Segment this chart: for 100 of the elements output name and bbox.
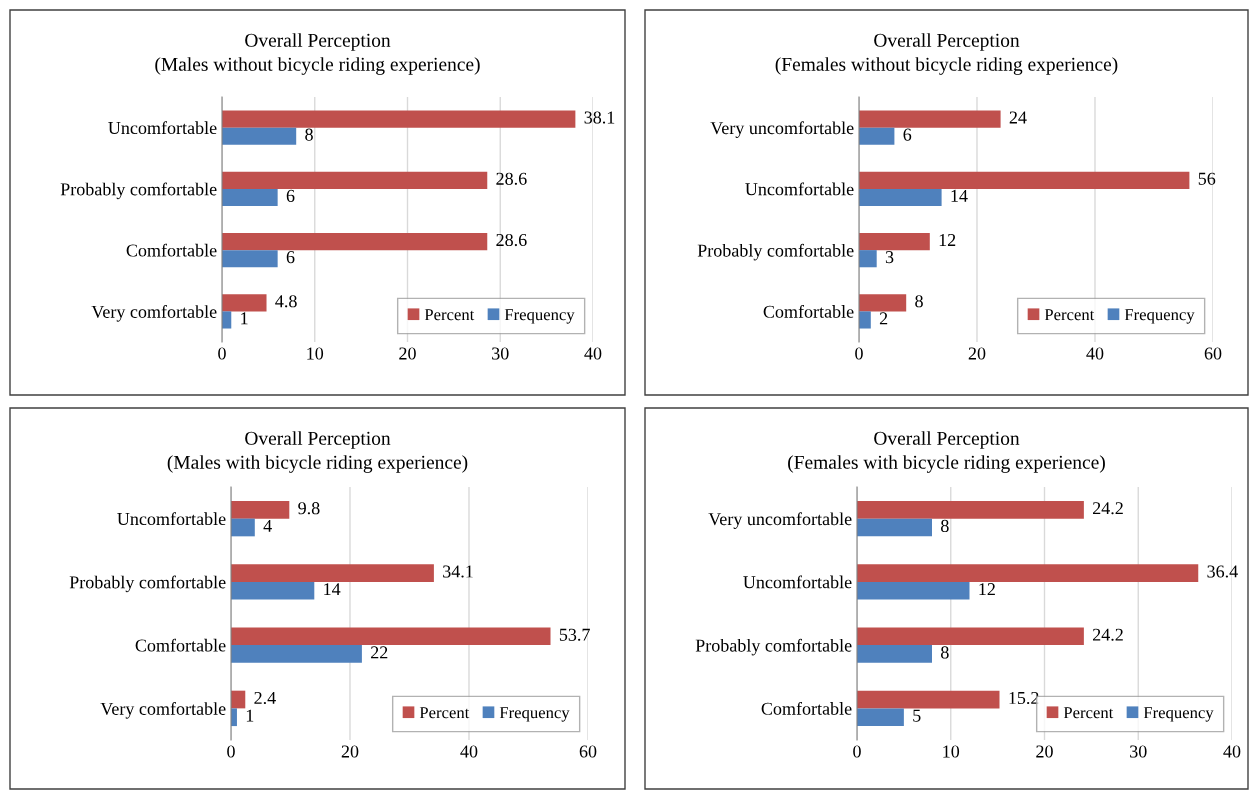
x-tick-label: 30 [492, 347, 509, 360]
chart-title: Overall Perception [245, 431, 391, 449]
data-label: 8 [305, 128, 313, 141]
y-tick-label: Uncomfortable [117, 512, 226, 526]
chart-title: Overall Perception [874, 431, 1020, 449]
bar [857, 518, 932, 537]
bar [859, 232, 930, 251]
data-label: 8 [915, 295, 923, 308]
data-label: 6 [286, 189, 295, 202]
bar [222, 250, 278, 268]
data-label: 15.2 [1009, 691, 1039, 705]
bar [231, 627, 551, 646]
x-tick-label: 20 [1036, 745, 1053, 758]
x-tick-label: 0 [218, 347, 226, 360]
data-label: 12 [939, 233, 956, 246]
data-label: 24.2 [1093, 628, 1123, 641]
bar [222, 171, 488, 189]
data-label: 6 [286, 251, 295, 264]
data-label: 2.4 [254, 691, 276, 705]
y-tick-label: Very comfortable [91, 305, 217, 322]
data-label: 14 [951, 189, 968, 202]
x-tick-label: 10 [943, 745, 960, 758]
y-tick-label: Probably comfortable [695, 638, 852, 656]
x-tick-label: 20 [341, 745, 359, 758]
x-tick-label: 0 [227, 745, 235, 758]
bar [859, 250, 877, 268]
legend-label: Frequency [504, 309, 575, 324]
data-label: 12 [979, 583, 995, 596]
chart-subtitle: (Males without bicycle riding experience) [155, 57, 480, 75]
y-tick-label: Comfortable [763, 304, 854, 318]
data-label: 8 [941, 519, 949, 532]
data-label: 1 [246, 709, 254, 722]
x-tick-label: 40 [1086, 347, 1104, 360]
data-label: 5 [913, 709, 921, 722]
bar [231, 518, 255, 537]
bar [231, 645, 362, 663]
bar [857, 708, 904, 727]
data-label: 4 [263, 519, 272, 532]
bar [222, 127, 297, 145]
y-tick-label: Comfortable [135, 638, 226, 652]
bar [859, 188, 942, 207]
bar [222, 110, 576, 128]
x-tick-label: 40 [1223, 745, 1241, 758]
x-tick-label: 20 [968, 347, 986, 360]
x-tick-label: 60 [1204, 347, 1222, 360]
legend-label: Percent [1044, 309, 1095, 321]
legend-label: Frequency [499, 707, 570, 722]
bar [859, 127, 895, 145]
chart-title: Overall Perception [874, 33, 1020, 51]
y-tick-label: Very uncomfortable [708, 512, 852, 529]
y-tick-label: Probably comfortable [60, 182, 217, 200]
y-tick-label: Uncomfortable [745, 182, 854, 196]
chart-subtitle: (Females with bicycle riding experience) [788, 455, 1105, 473]
data-label: 53.7 [559, 628, 590, 641]
legend-label: Percent [424, 309, 475, 321]
y-tick-label: Probably comfortable [69, 575, 226, 593]
data-label: 24 [1009, 111, 1027, 124]
data-label: 28.6 [496, 172, 527, 185]
chart-subtitle: (Males with bicycle riding experience) [167, 455, 468, 473]
data-label: 1 [241, 312, 248, 325]
legend-label: Frequency [1143, 707, 1214, 722]
data-label: 22 [371, 646, 388, 659]
bar [231, 500, 290, 519]
bar [231, 564, 434, 582]
bar [222, 294, 267, 312]
y-tick-label: Comfortable [126, 243, 217, 257]
y-tick-label: Uncomfortable [743, 575, 852, 589]
bar [859, 311, 871, 329]
data-label: 28.6 [496, 233, 527, 247]
y-tick-label: Uncomfortable [108, 121, 217, 135]
x-tick-label: 60 [579, 745, 597, 758]
bar [859, 294, 907, 312]
x-tick-label: 30 [1130, 745, 1147, 758]
bar [859, 171, 1190, 189]
legend-label: Percent [419, 707, 470, 719]
chart-title: Overall Perception [245, 33, 391, 51]
data-label: 9.8 [298, 502, 320, 515]
bar [857, 627, 1084, 646]
x-tick-label: 20 [399, 347, 416, 360]
data-label: 14 [324, 583, 341, 596]
bar [222, 232, 488, 251]
bar [231, 581, 315, 600]
data-label: 38.1 [584, 111, 615, 124]
bar [857, 581, 970, 600]
bar [222, 311, 232, 329]
x-tick-label: 0 [855, 347, 863, 360]
data-label: 56 [1198, 172, 1216, 185]
legend-label: Frequency [1124, 309, 1195, 324]
data-label: 34.1 [443, 565, 473, 578]
data-label: 3 [885, 251, 894, 264]
bar [857, 645, 932, 663]
legend-label: Percent [1063, 707, 1114, 719]
data-label: 2 [879, 312, 888, 325]
bar [857, 690, 1000, 709]
data-label: 4.8 [275, 295, 297, 308]
data-label: 24.2 [1093, 502, 1123, 515]
x-tick-label: 40 [584, 347, 602, 360]
bar [857, 564, 1199, 582]
bar [857, 500, 1084, 519]
data-label: 8 [941, 646, 949, 659]
